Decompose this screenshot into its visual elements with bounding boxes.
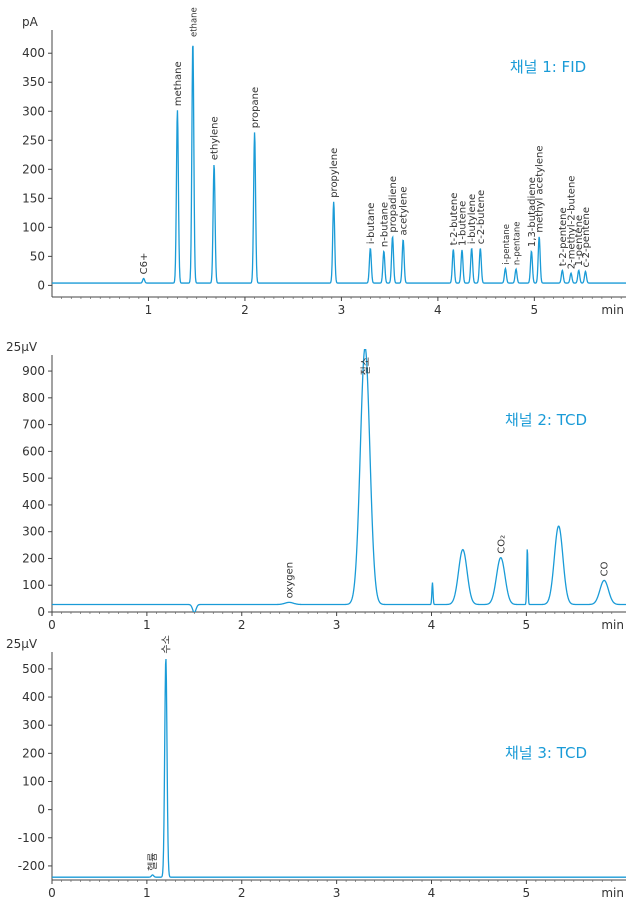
peak-label-3-0: 헬륨: [147, 852, 159, 870]
y-tick-label: 900: [22, 364, 45, 378]
peak-label-1-15: n-pentane: [513, 221, 523, 265]
y-tick-label: 0: [37, 278, 45, 292]
y-tick-label: 200: [22, 162, 45, 176]
signal-trace: [52, 349, 626, 612]
y-tick-label: 500: [22, 662, 45, 676]
peak-label-1-3: ethylene: [210, 116, 221, 160]
x-tick-label: 0: [48, 886, 56, 900]
peak-label-1-14: i-pentane: [502, 224, 512, 265]
y-tick-label: 200: [22, 551, 45, 565]
y-tick-label: 300: [22, 718, 45, 732]
panel-title: 채널 1: FID: [510, 58, 586, 76]
peak-label-1-9: acetylene: [399, 186, 410, 235]
y-axis-unit: 25µV: [6, 637, 38, 651]
x-tick-label: 2: [238, 618, 246, 632]
peak-label-2-1: oxygen: [285, 562, 296, 598]
y-tick-label: -100: [18, 831, 45, 845]
x-tick-label: 4: [434, 303, 442, 317]
x-tick-label: 5: [523, 618, 531, 632]
x-tick-label: 4: [428, 618, 436, 632]
y-tick-label: 300: [22, 525, 45, 539]
peak-label-3-1: 수소: [160, 635, 172, 653]
x-tick-label: 1: [143, 618, 151, 632]
y-tick-label: 100: [22, 774, 45, 788]
x-tick-label: 3: [333, 886, 341, 900]
peak-label-1-10: t-2-butene: [449, 193, 460, 246]
peak-label-1-21: c-2-pentene: [581, 207, 592, 267]
x-tick-label: 2: [241, 303, 249, 317]
y-tick-label: 400: [22, 498, 45, 512]
y-tick-label: 400: [22, 46, 45, 60]
x-tick-label: 3: [338, 303, 346, 317]
y-tick-label: 400: [22, 690, 45, 704]
peak-label-1-19: 2-methyl-2-butene: [567, 176, 578, 270]
signal-trace: [52, 658, 626, 878]
x-axis-unit: min: [601, 618, 624, 632]
peak-label-2-8: CO: [600, 561, 611, 576]
x-tick-label: 4: [428, 886, 436, 900]
panel-title: 채널 2: TCD: [505, 411, 587, 429]
y-tick-label: 300: [22, 104, 45, 118]
y-tick-label: -200: [18, 859, 45, 873]
peak-label-1-4: propane: [250, 87, 261, 128]
y-axis-unit: pA: [22, 15, 39, 29]
y-tick-label: 600: [22, 444, 45, 458]
y-tick-label: 800: [22, 391, 45, 405]
signal-trace: [52, 45, 626, 284]
y-tick-label: 0: [37, 803, 45, 817]
y-tick-label: 50: [30, 249, 45, 263]
peak-label-1-11: 1-butene: [458, 201, 469, 246]
chart-panel-3: -200 -100 0 100 200 300 400 500 0 1 2 3 4 5 25µV min 채널 …: [6, 635, 626, 900]
peak-label-1-0: C6+: [139, 253, 150, 275]
peak-label-2-5: CO₂: [496, 535, 507, 554]
x-axis-unit: min: [601, 886, 624, 900]
panel-title: 채널 3: TCD: [505, 744, 587, 762]
peak-label-1-13: c-2-butene: [476, 190, 487, 244]
peak-label-1-7: n-butane: [379, 202, 390, 247]
chart-panel-2: 0 100 200 300 400 500 600 700 800 900 0 1 2 3 4 5 25µV mi…: [6, 340, 626, 632]
y-tick-label: 200: [22, 746, 45, 760]
peak-label-1-1: methane: [173, 61, 184, 106]
x-tick-label: 5: [523, 886, 531, 900]
peak-label-1-20: 1-pentene: [574, 215, 585, 266]
peak-label-2-2: 질소: [360, 357, 372, 375]
peak-label-1-16: 1,3-butadiene: [527, 177, 538, 247]
peak-label-1-12: i-butylene: [467, 194, 478, 244]
peak-label-1-2: ethane: [189, 7, 199, 37]
x-tick-label: 1: [143, 886, 151, 900]
x-axis-unit: min: [601, 303, 624, 317]
y-tick-label: 100: [22, 578, 45, 592]
y-tick-label: 500: [22, 471, 45, 485]
y-tick-label: 350: [22, 75, 45, 89]
x-tick-label: 1: [145, 303, 153, 317]
chart-panel-1: 0 50 100 150 200 250 300 350 400 1 2 3 4 5 pA min 채널 1: …: [22, 7, 626, 317]
x-tick-label: 3: [333, 618, 341, 632]
peak-label-1-17: methyl acetylene: [535, 146, 546, 233]
x-tick-label: 2: [238, 886, 246, 900]
y-tick-label: 700: [22, 418, 45, 432]
x-tick-label: 0: [48, 618, 56, 632]
y-tick-label: 150: [22, 191, 45, 205]
y-tick-label: 250: [22, 133, 45, 147]
y-axis-unit: 25µV: [6, 340, 38, 354]
peak-label-1-6: i-butane: [366, 203, 377, 245]
peak-label-1-18: t-2-pentene: [558, 207, 569, 266]
y-tick-label: 100: [22, 220, 45, 234]
peak-label-1-5: propylene: [329, 148, 340, 198]
x-tick-label: 5: [531, 303, 539, 317]
y-tick-label: 0: [37, 605, 45, 619]
peak-label-1-8: propadiene: [388, 176, 399, 233]
